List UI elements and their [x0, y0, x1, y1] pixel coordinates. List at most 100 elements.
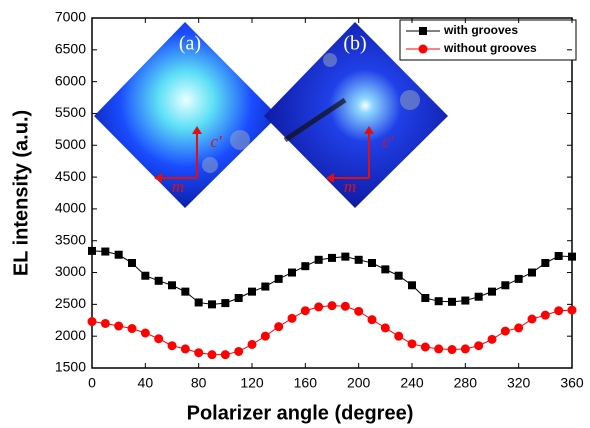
marker — [115, 251, 123, 259]
marker — [514, 323, 523, 332]
x-tick-label: 200 — [347, 375, 371, 391]
marker — [475, 293, 483, 301]
marker — [88, 247, 96, 255]
marker — [488, 288, 496, 296]
y-tick-label: 4500 — [55, 168, 86, 184]
y-tick-label: 5000 — [55, 136, 86, 152]
axis-note: c' — [210, 132, 222, 151]
marker — [341, 302, 350, 311]
axis-note: m — [172, 177, 184, 196]
marker — [288, 314, 297, 323]
inset-label: (a) — [179, 33, 201, 55]
marker — [181, 288, 189, 296]
marker — [408, 339, 417, 348]
legend-marker — [419, 45, 428, 54]
marker — [221, 350, 230, 359]
marker — [461, 297, 469, 305]
y-tick-label: 6500 — [55, 41, 86, 57]
marker — [408, 281, 416, 289]
inset-label: (b) — [343, 33, 366, 55]
marker — [435, 297, 443, 305]
x-tick-label: 80 — [191, 375, 207, 391]
axis-note: c' — [382, 132, 394, 151]
y-tick-label: 4000 — [55, 200, 86, 216]
marker — [381, 265, 389, 273]
marker — [474, 341, 483, 350]
marker — [381, 323, 390, 332]
marker — [101, 319, 110, 328]
x-tick-label: 120 — [240, 375, 264, 391]
marker — [194, 348, 203, 357]
marker — [434, 344, 443, 353]
x-tick-label: 0 — [88, 375, 96, 391]
y-tick-label: 5500 — [55, 104, 86, 120]
x-tick-label: 40 — [138, 375, 154, 391]
marker — [394, 332, 403, 341]
marker — [114, 322, 123, 331]
marker — [528, 269, 536, 277]
marker — [155, 277, 163, 285]
marker — [355, 256, 363, 264]
marker — [395, 272, 403, 280]
marker — [301, 262, 309, 270]
series-line — [92, 306, 572, 355]
marker — [368, 315, 377, 324]
y-tick-label: 3500 — [55, 231, 86, 247]
y-tick-label: 1500 — [55, 359, 86, 375]
marker — [461, 344, 470, 353]
marker — [288, 269, 296, 277]
marker — [141, 272, 149, 280]
marker — [181, 344, 190, 353]
marker — [248, 340, 257, 349]
chart: (a) c' m (b) c' m Polarizer angle (degre… — [0, 0, 590, 428]
y-axis-title: EL intensity (a.u.) — [10, 110, 32, 276]
inset-spot — [400, 90, 420, 110]
marker — [421, 343, 430, 352]
inset-spot — [202, 157, 218, 173]
marker — [208, 350, 217, 359]
marker — [501, 281, 509, 289]
marker — [448, 345, 457, 354]
legend-marker — [419, 27, 427, 35]
marker — [528, 315, 537, 324]
marker — [248, 288, 256, 296]
marker — [208, 300, 216, 308]
x-tick-label: 360 — [560, 375, 584, 391]
x-axis-title: Polarizer angle (degree) — [187, 402, 414, 424]
marker — [515, 275, 523, 283]
marker — [501, 327, 510, 336]
marker — [168, 341, 177, 350]
page: {"chart_data": {"type": "line", "x_label… — [0, 0, 590, 428]
x-tick-label: 240 — [400, 375, 424, 391]
marker — [328, 301, 337, 310]
legend-label: without grooves — [443, 41, 537, 55]
marker — [195, 298, 203, 306]
marker — [568, 253, 576, 261]
marker — [301, 306, 310, 315]
marker — [221, 299, 229, 307]
marker — [554, 306, 563, 315]
marker — [555, 252, 563, 260]
y-tick-label: 6000 — [55, 72, 86, 88]
y-tick-label: 2500 — [55, 295, 86, 311]
marker — [448, 298, 456, 306]
marker — [128, 259, 136, 267]
marker — [541, 259, 549, 267]
y-tick-label: 3000 — [55, 263, 86, 279]
marker — [368, 259, 376, 267]
marker — [168, 281, 176, 289]
marker — [274, 322, 283, 331]
marker — [341, 253, 349, 261]
marker — [568, 306, 577, 315]
marker — [154, 334, 163, 343]
marker — [328, 254, 336, 262]
axis-note: m — [344, 177, 356, 196]
marker — [234, 347, 243, 356]
marker — [421, 294, 429, 302]
marker — [235, 294, 243, 302]
marker — [88, 317, 97, 326]
x-tick-label: 320 — [507, 375, 531, 391]
marker — [488, 335, 497, 344]
x-tick-label: 160 — [294, 375, 318, 391]
